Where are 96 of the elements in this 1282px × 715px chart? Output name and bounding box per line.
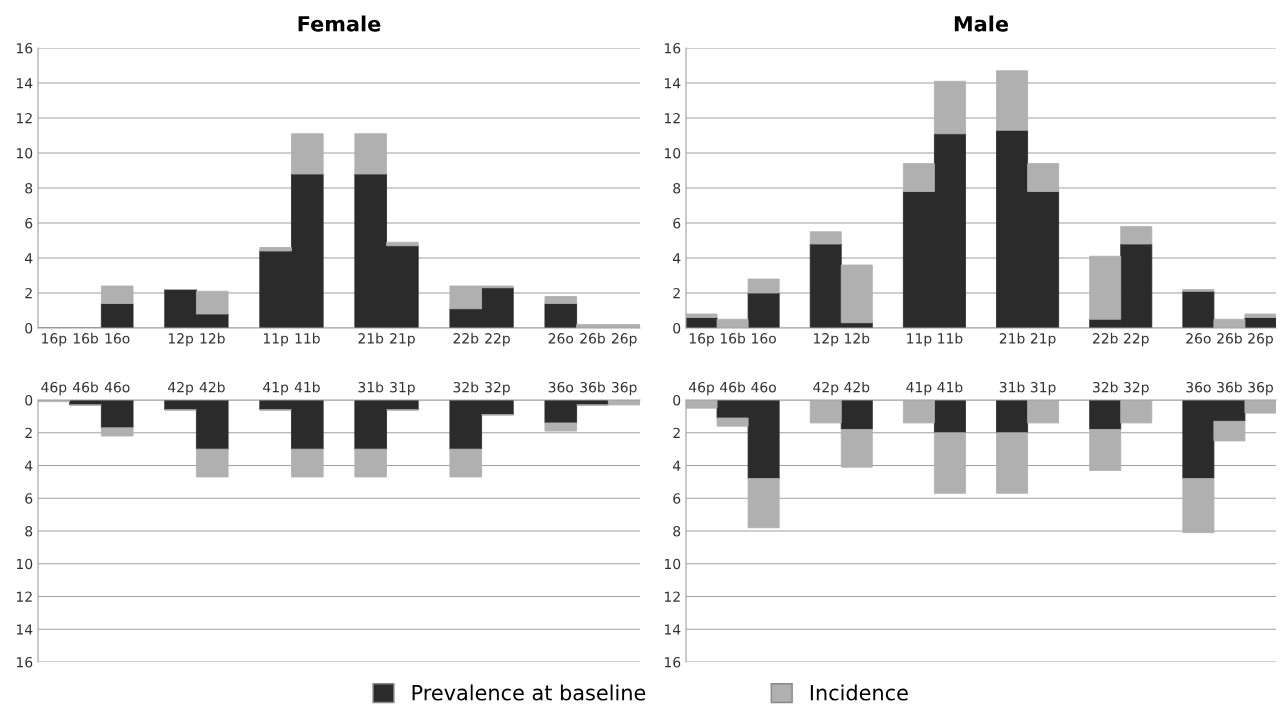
x-tick-label: 42b — [844, 381, 870, 393]
x-tick-label: 11b — [938, 332, 963, 344]
x-tick-label: 21b — [358, 332, 384, 344]
x-tick-label: 46o — [751, 381, 776, 393]
y-tick-label: 16 — [664, 42, 681, 54]
y-tick-label: 6 — [25, 217, 33, 229]
x-tick-label: 41p — [906, 382, 932, 396]
y-tick-label: 8 — [673, 182, 681, 194]
x-tick-label: 31p — [390, 381, 415, 396]
y-tick-label: 8 — [25, 182, 33, 194]
y-tick-label: 6 — [673, 493, 681, 504]
x-tick-label: 36b — [1217, 381, 1242, 393]
y-tick-label: 14 — [664, 624, 681, 635]
y-tick-label: 2 — [673, 287, 680, 299]
legend-label: Incidence — [810, 684, 908, 701]
y-tick-label: 8 — [25, 525, 33, 537]
y-tick-label: 2 — [25, 287, 32, 299]
y-tick-label: 0 — [25, 322, 33, 334]
x-tick-label: 41b — [937, 381, 963, 393]
x-tick-label: 46p — [41, 381, 67, 396]
x-tick-label: 31b — [358, 381, 384, 393]
x-tick-label: 36o — [548, 381, 574, 393]
x-tick-label: 22p — [485, 333, 510, 347]
y-tick-label: 16 — [664, 656, 681, 668]
x-tick-label: 22b — [1092, 332, 1118, 344]
x-tick-label: 21b — [999, 332, 1025, 344]
x-tick-label: 31b — [999, 381, 1025, 393]
x-tick-label: 26o — [548, 333, 574, 344]
y-tick-label: 6 — [673, 217, 681, 229]
y-tick-label: 4 — [672, 460, 681, 471]
x-tick-label: 26p — [611, 333, 637, 347]
x-tick-label: 42b — [199, 381, 225, 393]
x-tick-label: 42p — [168, 381, 194, 396]
y-tick-label: 10 — [664, 558, 681, 570]
y-tick-label: 0 — [673, 322, 681, 334]
x-tick-label: 16p — [42, 333, 67, 347]
y-tick-label: 0 — [25, 394, 33, 406]
y-tick-label: 6 — [25, 493, 33, 504]
x-tick-label: 21p — [390, 333, 415, 347]
x-tick-label: 22b — [453, 332, 479, 344]
x-tick-label: 11p — [907, 333, 932, 347]
y-tick-label: 4 — [24, 253, 33, 264]
y-tick-label: 8 — [673, 525, 681, 537]
x-tick-label: 11b — [295, 332, 320, 344]
x-tick-label: 36b — [580, 381, 605, 393]
x-tick-label: 16p — [689, 333, 715, 347]
y-tick-label: 2 — [673, 427, 680, 439]
y-tick-label: 14 — [16, 624, 33, 635]
x-tick-label: 16o — [105, 333, 130, 344]
x-tick-label: 11p — [263, 333, 289, 347]
x-tick-label: 41p — [263, 382, 289, 396]
x-tick-label: 36p — [611, 381, 637, 396]
y-tick-label: 16 — [16, 42, 33, 54]
chart-title: Male — [954, 15, 1009, 32]
y-tick-label: 14 — [664, 78, 681, 89]
y-tick-label: 12 — [664, 112, 680, 124]
y-tick-label: 12 — [16, 591, 32, 602]
x-tick-label: 32p — [485, 381, 510, 396]
x-tick-label: 31p — [1030, 381, 1056, 396]
x-tick-label: 32p — [1124, 381, 1149, 396]
x-tick-label: 16o — [752, 333, 776, 344]
x-tick-label: 22p — [1124, 333, 1149, 347]
y-tick-label: 10 — [664, 147, 681, 159]
x-tick-label: 42p — [813, 381, 839, 396]
legend-label: Prevalence at baseline — [412, 684, 646, 701]
y-tick-label: 10 — [16, 558, 33, 570]
y-tick-label: 16 — [16, 656, 33, 668]
x-tick-label: 36o — [1186, 381, 1211, 393]
y-tick-label: 10 — [16, 147, 33, 159]
x-tick-label: 46b — [720, 381, 746, 393]
x-tick-label: 12p — [168, 333, 194, 347]
x-tick-label: 16b — [73, 332, 99, 344]
chart-title: Female — [298, 15, 381, 32]
x-tick-label: 46b — [72, 381, 99, 393]
x-tick-label: 12b — [845, 332, 870, 344]
y-tick-label: 12 — [16, 112, 32, 124]
y-tick-label: 0 — [673, 394, 681, 406]
x-tick-label: 36p — [1248, 381, 1273, 396]
x-tick-label: 26o — [1186, 333, 1211, 344]
x-tick-label: 26b — [1217, 332, 1242, 344]
x-tick-label: 46o — [104, 381, 130, 393]
x-tick-label: 41b — [294, 381, 320, 393]
y-tick-label: 14 — [16, 78, 33, 89]
y-tick-label: 4 — [672, 253, 681, 264]
x-tick-label: 26p — [1248, 333, 1273, 347]
y-tick-label: 12 — [664, 591, 680, 602]
x-tick-label: 26b — [580, 332, 605, 344]
x-tick-label: 46p — [688, 381, 715, 396]
x-tick-label: 16b — [720, 332, 746, 344]
y-tick-label: 4 — [24, 460, 33, 471]
x-tick-label: 32b — [453, 381, 479, 393]
y-tick-label: 2 — [25, 427, 32, 439]
x-tick-label: 12b — [200, 332, 225, 344]
x-tick-label: 32b — [1093, 381, 1118, 393]
x-tick-label: 12p — [814, 333, 839, 347]
x-tick-label: 21p — [1030, 333, 1056, 347]
